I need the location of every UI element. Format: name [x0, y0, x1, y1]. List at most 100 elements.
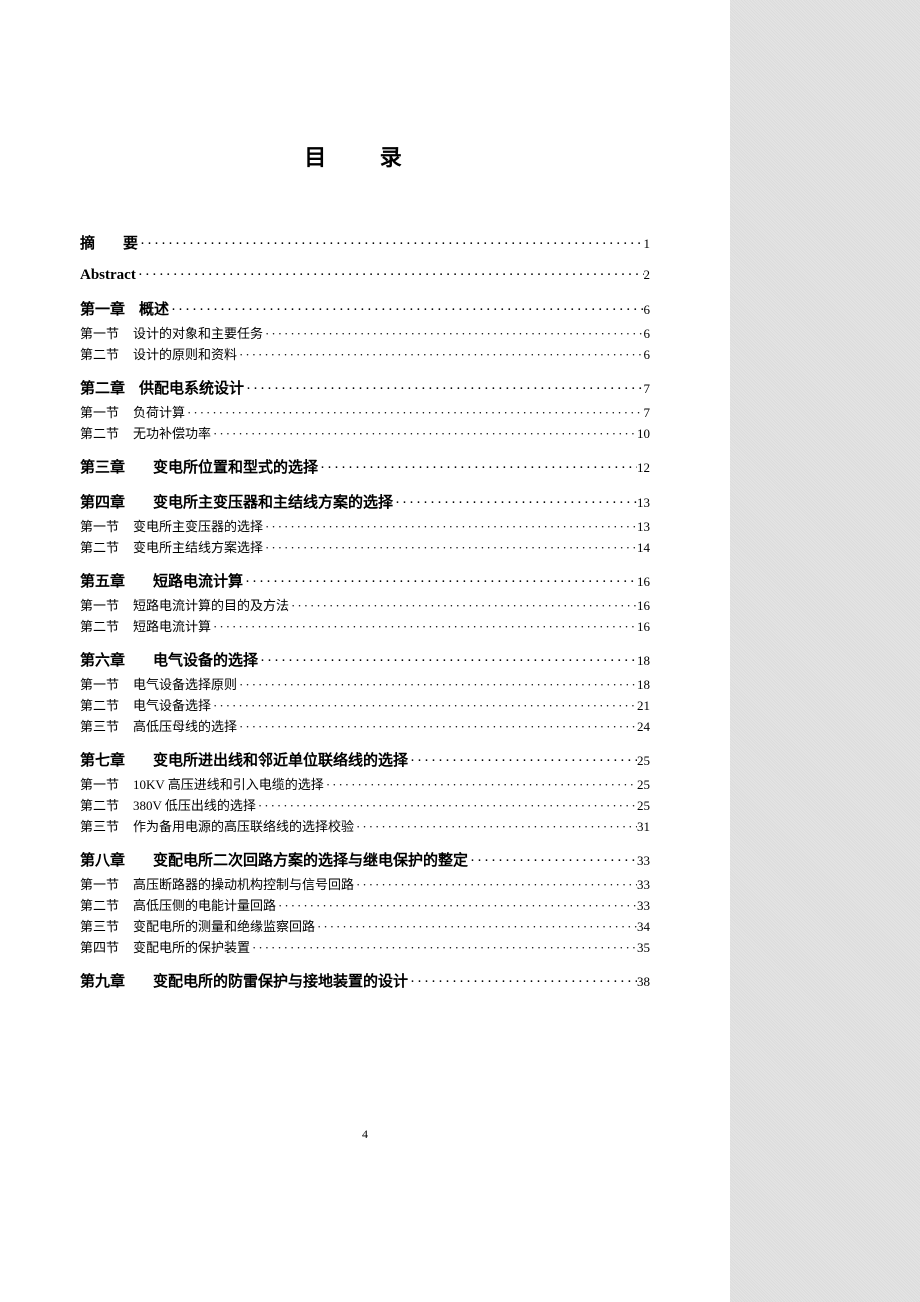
toc-leader-dots — [138, 236, 643, 253]
toc-leader-dots — [237, 719, 637, 735]
toc-chapter-row: 第一章概述6 — [80, 298, 650, 319]
margin-shade — [730, 0, 920, 1302]
toc-label: 第二节电气设备选择 — [80, 695, 211, 714]
toc-section-row: 第一节10KV 高压进线和引入电缆的选择 25 — [80, 774, 650, 793]
toc-label: 第一节设计的对象和主要任务 — [80, 323, 263, 342]
toc-leader-dots — [354, 819, 637, 835]
toc-page-number: 6 — [644, 347, 651, 363]
toc-label: 第一节电气设备选择原则 — [80, 674, 237, 693]
toc-label: 第四节变配电所的保护装置 — [80, 937, 250, 956]
toc-leader-dots — [185, 405, 643, 421]
page-number: 4 — [0, 1127, 730, 1142]
toc-leader-dots — [256, 798, 637, 814]
toc-page-number: 12 — [637, 460, 650, 476]
toc-leader-dots — [408, 753, 637, 770]
toc-section-row: 第二节380V 低压出线的选择 25 — [80, 795, 650, 814]
toc-leader-dots — [237, 347, 643, 363]
toc-page-number: 13 — [637, 519, 650, 535]
toc-page-number: 16 — [637, 574, 650, 590]
toc-label: 第一节高压断路器的操动机构控制与信号回路 — [80, 874, 354, 893]
toc-label: 第二章供配电系统设计 — [80, 377, 244, 398]
toc-leader-dots — [211, 619, 637, 635]
toc-leader-dots — [324, 777, 637, 793]
toc-label: 第四章变电所主变压器和主结线方案的选择 — [80, 491, 393, 512]
toc-section-row: 第四节变配电所的保护装置 35 — [80, 937, 650, 956]
toc-title: 目 录 — [80, 140, 650, 172]
toc-label: 第一节负荷计算 — [80, 402, 185, 421]
toc-page-number: 25 — [637, 777, 650, 793]
toc-page-number: 24 — [637, 719, 650, 735]
toc-leader-dots — [211, 426, 637, 442]
toc-leader-dots — [276, 898, 637, 914]
toc-leader-dots — [263, 540, 637, 556]
toc-page-number: 25 — [637, 798, 650, 814]
toc-section-row: 第二节短路电流计算16 — [80, 616, 650, 635]
toc-chapter-row: 第四章变电所主变压器和主结线方案的选择13 — [80, 491, 650, 512]
toc-section-row: 第一节变电所主变压器的选择 13 — [80, 516, 650, 535]
toc-leader-dots — [289, 598, 637, 614]
toc-label: 第六章电气设备的选择 — [80, 649, 258, 670]
toc-label: 第三节高低压母线的选择 — [80, 716, 237, 735]
document-page: 目 录 摘要1Abstract2第一章概述6第一节设计的对象和主要任务6第二节设… — [0, 0, 730, 1302]
toc-label: 第三节变配电所的测量和绝缘监察回路 — [80, 916, 315, 935]
toc-leader-dots — [263, 519, 637, 535]
toc-page-number: 34 — [637, 919, 650, 935]
toc-leader-dots — [263, 326, 643, 342]
toc-leader-dots — [468, 853, 637, 870]
toc-chapter-row: 第八章变配电所二次回路方案的选择与继电保护的整定 33 — [80, 849, 650, 870]
toc-label: 摘要 — [80, 232, 138, 253]
toc-leader-dots — [169, 302, 643, 319]
toc-page-number: 38 — [637, 974, 650, 990]
toc-label: 第一节10KV 高压进线和引入电缆的选择 — [80, 774, 324, 793]
toc-label: 第二节高低压侧的电能计量回路 — [80, 895, 276, 914]
toc-section-row: 第一节负荷计算 7 — [80, 402, 650, 421]
toc-section-row: 第二节变电所主结线方案选择14 — [80, 537, 650, 556]
toc-leader-dots — [136, 267, 644, 284]
toc-label: 第二节短路电流计算 — [80, 616, 211, 635]
toc-leader-dots — [244, 381, 643, 398]
toc-label: 第二节设计的原则和资料 — [80, 344, 237, 363]
toc-leader-dots — [243, 574, 637, 591]
toc-page-number: 7 — [644, 381, 651, 397]
toc-page-number: 16 — [637, 598, 650, 614]
toc-page-number: 6 — [644, 326, 651, 342]
toc-section-row: 第三节高低压母线的选择 24 — [80, 716, 650, 735]
toc-label: 第二节380V 低压出线的选择 — [80, 795, 256, 814]
toc-label: 第一节短路电流计算的目的及方法 — [80, 595, 289, 614]
toc-chapter-row: 第九章变配电所的防雷保护与接地装置的设计38 — [80, 970, 650, 991]
toc-leader-dots — [211, 698, 637, 714]
toc-page-number: 6 — [644, 302, 651, 318]
toc-page-number: 1 — [644, 236, 651, 252]
toc-leader-dots — [318, 460, 637, 477]
toc-page-number: 21 — [637, 698, 650, 714]
toc-chapter-row: 第二章供配电系统设计 7 — [80, 377, 650, 398]
toc-chapter-row: 第六章电气设备的选择 18 — [80, 649, 650, 670]
toc-section-row: 第二节高低压侧的电能计量回路33 — [80, 895, 650, 914]
toc-chapter-row: 摘要 1 — [80, 232, 650, 253]
toc-leader-dots — [250, 940, 637, 956]
toc-page-number: 7 — [644, 405, 651, 421]
toc-section-row: 第二节电气设备选择 21 — [80, 695, 650, 714]
toc-section-row: 第二节无功补偿功率10 — [80, 423, 650, 442]
toc-page-number: 31 — [637, 819, 650, 835]
toc-leader-dots — [354, 877, 637, 893]
toc-label: Abstract — [80, 267, 136, 284]
toc-label: 第一节变电所主变压器的选择 — [80, 516, 263, 535]
toc-page-number: 33 — [637, 877, 650, 893]
toc-page-number: 35 — [637, 940, 650, 956]
toc-page-number: 33 — [637, 853, 650, 869]
toc-section-row: 第二节设计的原则和资料 6 — [80, 344, 650, 363]
toc-page-number: 25 — [637, 753, 650, 769]
toc-section-row: 第一节短路电流计算的目的及方法 16 — [80, 595, 650, 614]
toc-label: 第八章变配电所二次回路方案的选择与继电保护的整定 — [80, 849, 468, 870]
toc-chapter-row: 第三章变电所位置和型式的选择 12 — [80, 456, 650, 477]
toc-page-number: 2 — [644, 267, 651, 283]
toc-label: 第二节变电所主结线方案选择 — [80, 537, 263, 556]
toc-label: 第七章变电所进出线和邻近单位联络线的选择 — [80, 749, 408, 770]
toc-section-row: 第一节电气设备选择原则18 — [80, 674, 650, 693]
toc-leader-dots — [408, 974, 637, 991]
toc-chapter-row: 第七章变电所进出线和邻近单位联络线的选择 25 — [80, 749, 650, 770]
toc-label: 第三章变电所位置和型式的选择 — [80, 456, 318, 477]
toc-chapter-row: 第五章短路电流计算 16 — [80, 570, 650, 591]
toc-leader-dots — [393, 495, 637, 512]
